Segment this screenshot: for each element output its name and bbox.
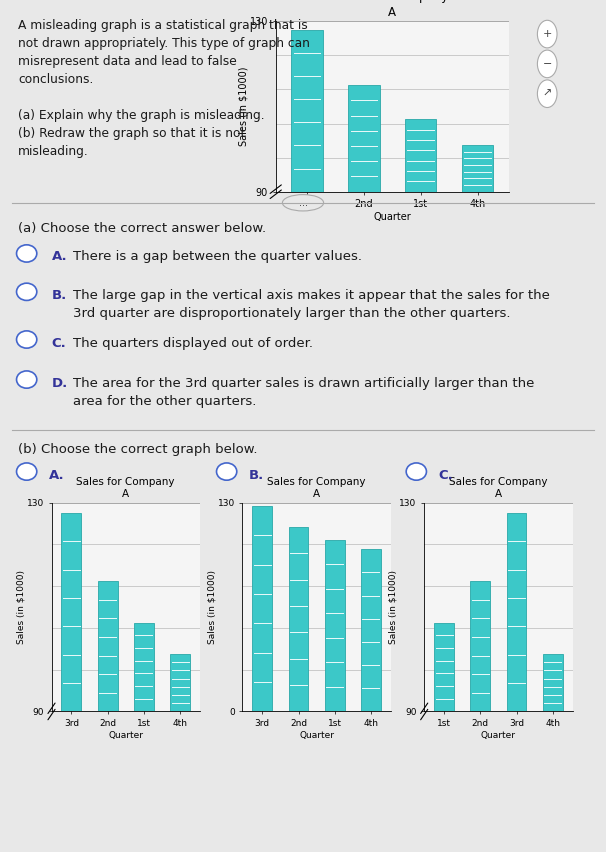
Ellipse shape <box>282 194 324 211</box>
Circle shape <box>538 50 557 78</box>
Bar <box>462 145 493 192</box>
Circle shape <box>16 331 37 348</box>
Bar <box>291 30 322 192</box>
Text: The area for the 3rd quarter sales is drawn artificially larger than the
area fo: The area for the 3rd quarter sales is dr… <box>73 377 534 407</box>
Bar <box>348 85 379 192</box>
Text: A misleading graph is a statistical graph that is
not drawn appropriately. This : A misleading graph is a statistical grap… <box>18 19 310 158</box>
Circle shape <box>538 20 557 48</box>
Text: There is a gap between the quarter values.: There is a gap between the quarter value… <box>73 250 362 263</box>
Bar <box>61 513 81 711</box>
Title: Sales for Company
A: Sales for Company A <box>449 477 548 499</box>
Text: C.: C. <box>438 469 453 481</box>
Text: (a) Choose the correct answer below.: (a) Choose the correct answer below. <box>18 222 266 234</box>
Bar <box>288 527 308 711</box>
Circle shape <box>216 463 237 481</box>
Text: The quarters displayed out of order.: The quarters displayed out of order. <box>73 337 313 349</box>
Bar <box>134 623 154 711</box>
Text: (b) Choose the correct graph below.: (b) Choose the correct graph below. <box>18 443 258 456</box>
Text: B.: B. <box>52 289 67 302</box>
Circle shape <box>16 283 37 301</box>
Text: A.: A. <box>48 469 64 481</box>
Text: A.: A. <box>52 250 67 263</box>
Text: The large gap in the vertical axis makes it appear that the sales for the
3rd qu: The large gap in the vertical axis makes… <box>73 289 550 320</box>
Bar <box>252 506 272 711</box>
Bar <box>434 623 454 711</box>
Text: ...: ... <box>299 198 307 208</box>
Y-axis label: Sales (in $1000): Sales (in $1000) <box>16 570 25 644</box>
Bar <box>170 654 190 711</box>
Bar <box>507 513 527 711</box>
Text: B.: B. <box>248 469 264 481</box>
Text: +: + <box>542 29 552 39</box>
Circle shape <box>16 245 37 262</box>
Circle shape <box>16 371 37 389</box>
Text: D.: D. <box>52 377 68 389</box>
X-axis label: Quarter: Quarter <box>108 731 143 740</box>
Title: Sales for Company
A: Sales for Company A <box>337 0 448 19</box>
Y-axis label: Sales (in $1000): Sales (in $1000) <box>238 66 248 147</box>
Text: −: − <box>542 59 552 69</box>
Bar <box>98 581 118 711</box>
Bar <box>325 539 345 711</box>
Circle shape <box>406 463 427 481</box>
Circle shape <box>16 463 37 481</box>
Y-axis label: Sales (in $1000): Sales (in $1000) <box>207 570 216 644</box>
Bar <box>470 581 490 711</box>
Title: Sales for Company
A: Sales for Company A <box>267 477 366 499</box>
Bar <box>405 119 436 192</box>
Bar <box>543 654 563 711</box>
Text: C.: C. <box>52 337 66 349</box>
Y-axis label: Sales (in $1000): Sales (in $1000) <box>389 570 398 644</box>
Text: ↗: ↗ <box>542 89 552 99</box>
Bar <box>361 550 381 711</box>
X-axis label: Quarter: Quarter <box>373 212 411 222</box>
Title: Sales for Company
A: Sales for Company A <box>76 477 175 499</box>
X-axis label: Quarter: Quarter <box>481 731 516 740</box>
X-axis label: Quarter: Quarter <box>299 731 334 740</box>
Circle shape <box>538 80 557 107</box>
